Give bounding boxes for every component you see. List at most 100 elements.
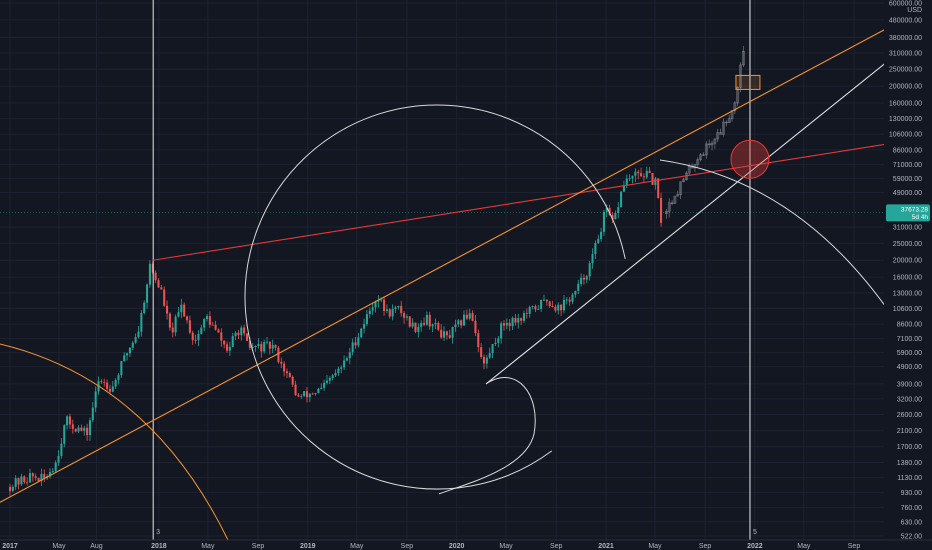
projection-body <box>705 143 708 156</box>
price-tick-label: 4900.00 <box>897 364 922 371</box>
price-tick-label: 200000.00 <box>889 84 922 91</box>
candle-body <box>520 318 523 321</box>
circle-arc <box>244 104 626 490</box>
candle-body <box>394 307 397 310</box>
candle-body <box>565 299 568 301</box>
candle-body <box>325 380 328 383</box>
candle-body <box>508 322 511 327</box>
price-tick-label: 522.00 <box>901 534 923 541</box>
candle-body <box>34 476 37 478</box>
vertical-grid <box>9 0 855 540</box>
projection-candles <box>665 46 745 219</box>
candle-body <box>94 391 97 408</box>
candle-body <box>71 424 74 429</box>
price-axis-bg <box>884 0 932 550</box>
candle-body <box>100 381 103 383</box>
candle-body <box>163 289 166 306</box>
vertical-marker-label: 3 <box>156 529 160 536</box>
candle-body <box>274 345 277 348</box>
candle-body <box>191 332 194 341</box>
price-tick-label: 930.00 <box>901 490 923 497</box>
price-tick-label: 25000.00 <box>893 241 922 248</box>
candle-body <box>314 393 317 395</box>
candle-body <box>542 299 546 301</box>
candle-body <box>602 211 605 232</box>
candle-body <box>605 207 608 212</box>
candle-body <box>403 313 406 318</box>
candle-body <box>203 318 206 328</box>
candle-body <box>457 320 460 325</box>
candle-body <box>625 178 628 186</box>
candle-body <box>68 416 71 425</box>
price-tick-label: 600000.00 <box>889 1 922 8</box>
candle-body <box>500 323 503 339</box>
price-tick-label: 130000.00 <box>889 116 922 123</box>
projection-body <box>722 121 725 135</box>
projection-body <box>693 164 697 169</box>
candle-body <box>434 322 437 325</box>
red-trendline <box>152 137 923 261</box>
candle-body <box>568 299 571 302</box>
candle-body <box>631 175 634 179</box>
outer-arc <box>659 159 896 321</box>
candle-body <box>460 320 463 326</box>
projection-body <box>682 179 685 183</box>
candle-body <box>445 331 448 336</box>
currency-label: USD <box>907 7 922 14</box>
candle-body <box>640 173 643 177</box>
candle-body <box>263 342 266 352</box>
candle-body <box>591 254 594 264</box>
candle-body <box>183 304 186 317</box>
candle-body <box>131 342 134 348</box>
candle-body <box>88 420 91 436</box>
candle-body <box>334 372 337 376</box>
candle-body <box>126 353 129 356</box>
orange-arc <box>0 343 229 541</box>
projection-body <box>687 165 691 174</box>
candle-body <box>117 375 120 380</box>
time-axis: 2017 May Aug 2018 May Sep 2019 May Sep 2020 May Sep… <box>0 539 932 550</box>
candle-body <box>297 395 300 397</box>
candle-body <box>23 476 26 483</box>
target-box <box>735 74 761 90</box>
candle-body <box>420 323 423 327</box>
candle-body <box>405 316 408 318</box>
candle-body <box>417 326 420 332</box>
candle-body <box>43 473 46 479</box>
candle-body <box>31 473 34 477</box>
projection-body <box>696 159 700 165</box>
candle-body <box>388 309 391 317</box>
candle-body <box>114 379 117 387</box>
price-tick-label: 1700.00 <box>897 444 922 451</box>
candle-body <box>26 482 29 483</box>
candle-body <box>237 332 240 336</box>
candle-body <box>443 331 446 338</box>
candle-body <box>660 198 663 223</box>
candle-body <box>206 316 209 319</box>
orange-trendline <box>0 9 923 503</box>
candle-body <box>54 462 57 472</box>
candle-body <box>462 314 466 326</box>
projection-body <box>719 132 722 135</box>
price-tick-label: 1130.00 <box>897 475 922 482</box>
candle-body <box>368 310 371 315</box>
candle-body <box>74 428 77 432</box>
candle-body <box>8 486 12 492</box>
candle-body <box>200 327 203 334</box>
candle-body <box>574 290 577 295</box>
candle-body <box>562 299 565 311</box>
price-tick-label: 71000.00 <box>893 162 922 169</box>
candle-body <box>234 332 237 337</box>
candle-body <box>400 305 403 314</box>
candle-body <box>323 382 326 388</box>
time-tick-label: 2021 <box>598 543 614 550</box>
candle-body <box>363 324 366 329</box>
vertical-marker-label: 5 <box>753 529 757 536</box>
candle-body <box>551 306 554 307</box>
price-tick-label: 31000.00 <box>893 225 922 232</box>
projection-body <box>716 132 720 140</box>
candle-body <box>285 371 289 374</box>
candle-body <box>468 313 471 319</box>
candle-body <box>171 327 174 333</box>
